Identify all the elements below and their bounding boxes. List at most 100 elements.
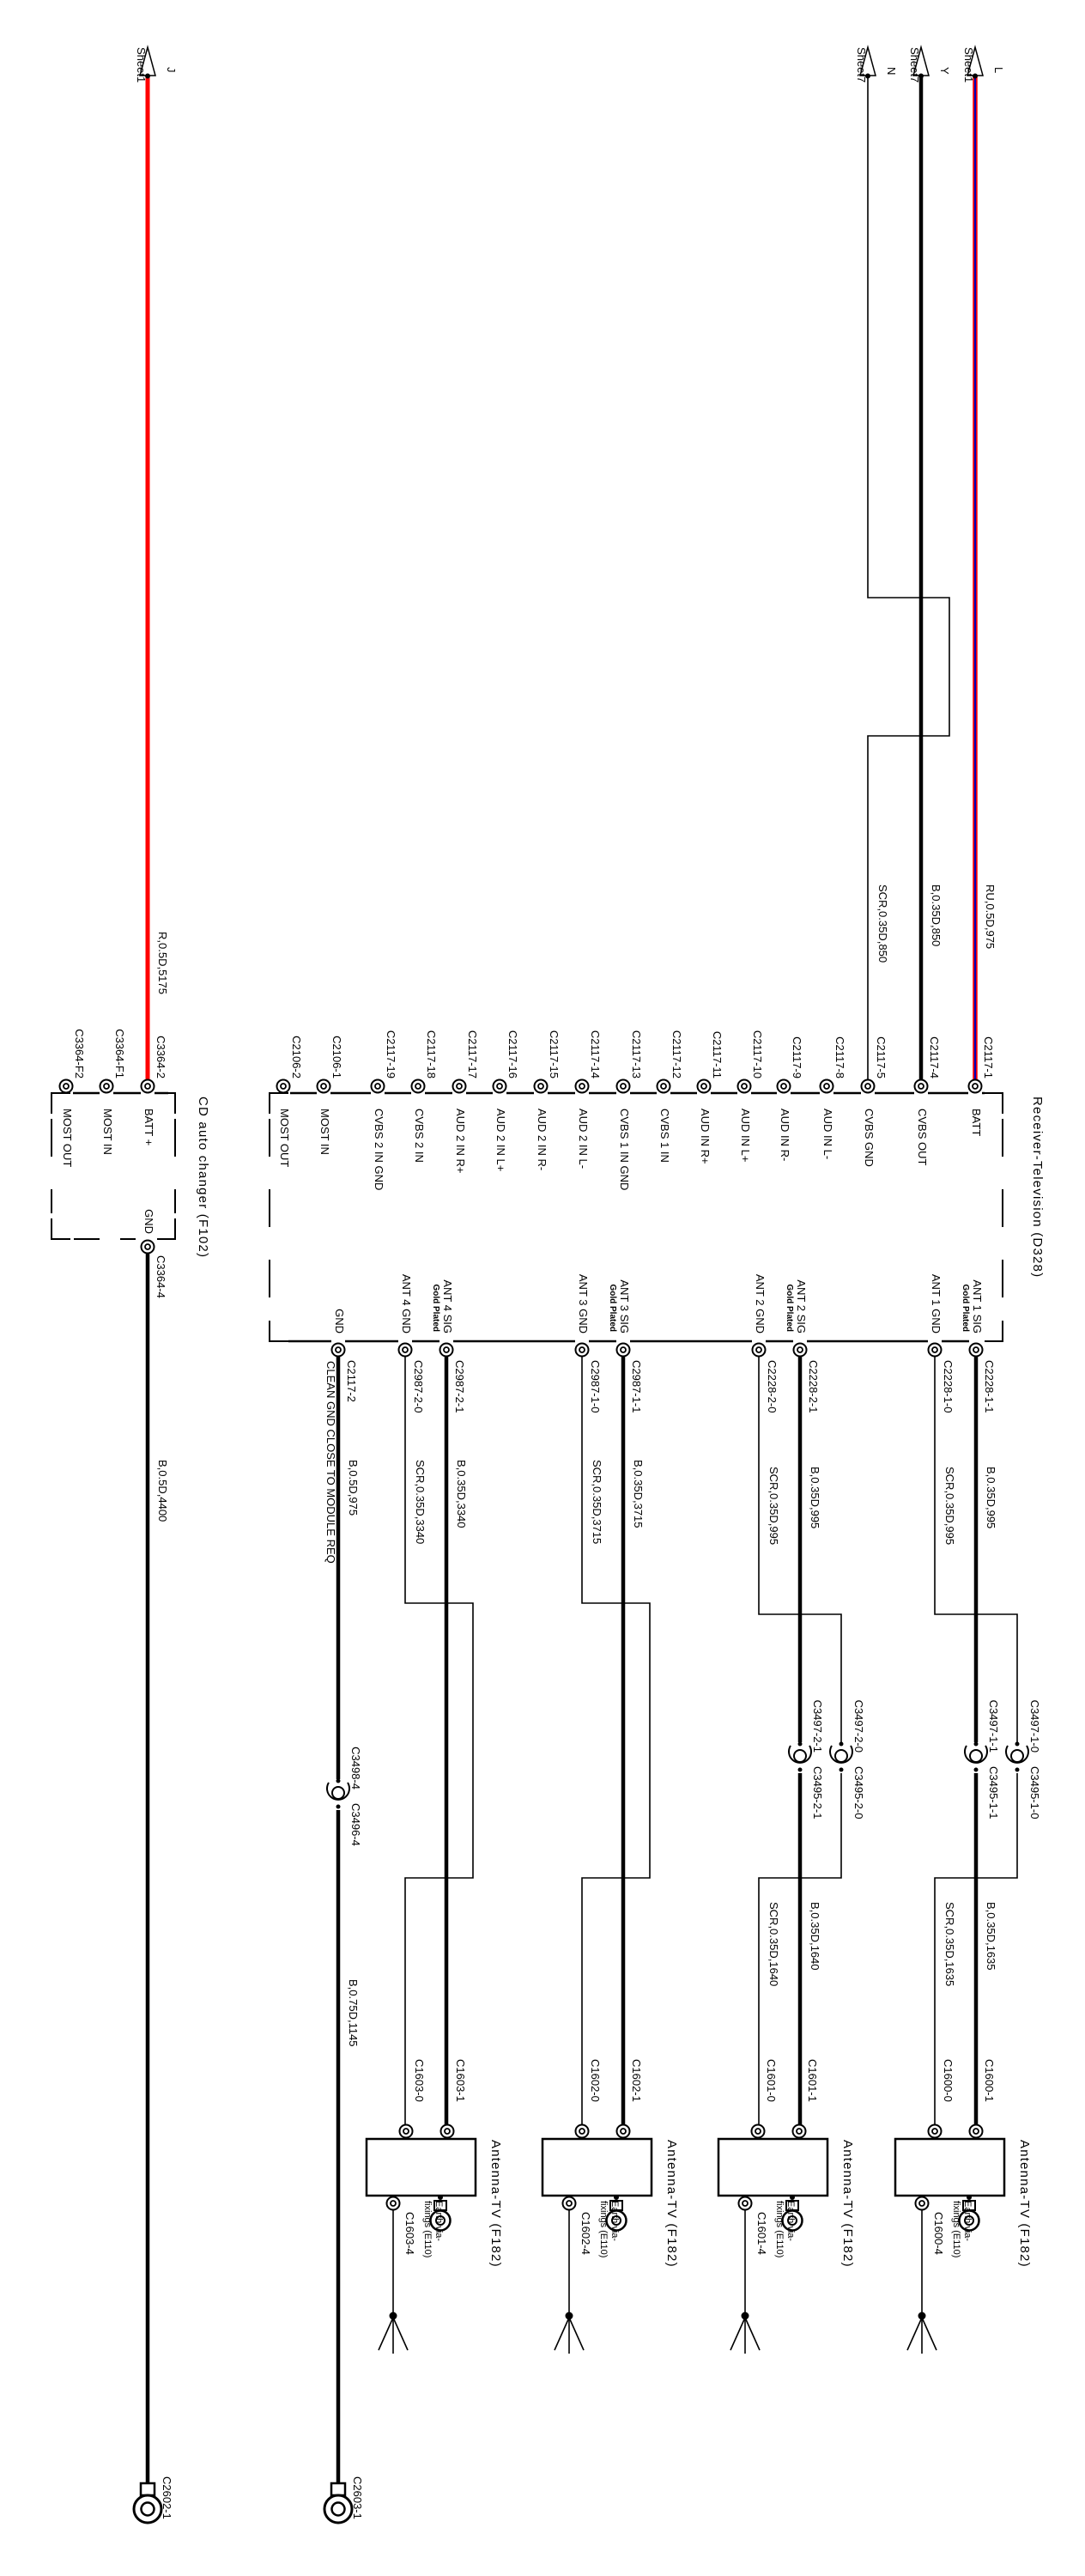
ground-terminal-stud [139, 2482, 156, 2497]
pin-label-C2117-10: C2117-10 [751, 1030, 764, 1078]
signal-label: BATT + [142, 1109, 155, 1145]
signal-label: BATT [970, 1109, 983, 1136]
pin-C2117-2-inner [335, 1346, 342, 1353]
earth-label: Earth via- [962, 2201, 973, 2241]
signal-label: MOST OUT [61, 1109, 74, 1167]
pin-C2117-10-inner [741, 1083, 748, 1090]
signal-label: CVBS 1 IN GND [618, 1109, 631, 1190]
receiver-title: Receiver-Television (D328) [1030, 1097, 1045, 1278]
signal-label: AUD IN R- [779, 1109, 791, 1161]
antenna-mast-icon [744, 2317, 761, 2351]
pin-label-C2117-1: C2117-1 [982, 1036, 995, 1078]
pin-label-C2228-2-0: C2228-2-0 [766, 1360, 779, 1413]
signal-label: MOST IN [101, 1109, 114, 1155]
signal-label: AUD IN L- [821, 1109, 834, 1159]
pin-label-C3364-4: C3364-4 [155, 1255, 167, 1298]
pin-C2987-1-1-inner [620, 1346, 627, 1353]
signal-label: ANT 3 SIG [618, 1279, 631, 1334]
antenna-mast-icon [568, 2317, 585, 2351]
pin-C1601-0-inner [755, 2128, 761, 2135]
pin-C2117-18-inner [415, 1083, 421, 1090]
inline-connector-dot [973, 1767, 979, 1772]
arrow-base-dot [918, 73, 924, 79]
wire-ant1-sig-label: B,0.35D,1635 [985, 1902, 997, 1971]
pin-C2117-5-inner [864, 1083, 871, 1090]
earth-label: fixings (E110) [951, 2201, 961, 2257]
pin-label-C2117-15: C2117-15 [548, 1030, 561, 1078]
ground-terminal-ring-inner [330, 2501, 346, 2517]
pin-C1603-1-inner [444, 2128, 451, 2135]
pin-C1603-0-inner [403, 2128, 409, 2135]
inline-connector-pin-icon [834, 1749, 848, 1763]
pin-label-C2117-9: C2117-9 [791, 1036, 803, 1078]
signal-label: AUD IN L+ [739, 1109, 752, 1163]
circuit-letter-label: N [885, 67, 898, 75]
cd-changer-box-corner [157, 1218, 176, 1240]
wire-cvbs-out-label: B,0.35D,850 [930, 884, 943, 946]
wire-ant2-sig-label: B,0.35D,1640 [809, 1902, 821, 1971]
antenna-mast-icon [554, 2317, 570, 2351]
wire-ant2-gnd [758, 1357, 842, 1742]
inline-connector-dot [1015, 1767, 1020, 1772]
inline-connector-dot [1015, 1741, 1020, 1747]
cd-changer-title: CD auto changer (F102) [196, 1097, 210, 1258]
signal-label: GND [333, 1309, 346, 1334]
pin-C2117-16-inner [496, 1083, 503, 1090]
inline-connector-dot [839, 1741, 844, 1747]
pin-C2117-19-inner [374, 1083, 381, 1090]
antenna-tv-box [365, 2137, 477, 2197]
pin-C1602-4-inner [566, 2200, 573, 2207]
antenna-mast-icon [392, 2317, 409, 2351]
earth-ring-icon-inner [435, 2215, 446, 2226]
sheet-ref-label: Sheet7 [908, 47, 921, 82]
cd-changer-box-corner [51, 1218, 70, 1240]
signal-sublabel: Gold Plated [961, 1284, 970, 1332]
pin-C1600-0-inner [931, 2128, 938, 2135]
arrow-base-dot [145, 73, 150, 79]
pin-C2117-4-inner [918, 1083, 924, 1090]
antenna-mast-icon [730, 2317, 746, 2351]
wire-ant1-sig-label: B,0.35D,995 [985, 1467, 997, 1528]
antenna-tv-title: Antenna-TV (F182) [488, 2140, 503, 2268]
inline-connector-label: C3497-1-0 [1028, 1700, 1041, 1753]
pin-label-C2987-2-0: C2987-2-0 [412, 1360, 425, 1413]
earth-label: Earth via- [433, 2201, 444, 2241]
pin-label-C1601-1: C1601-1 [806, 2059, 819, 2102]
pin-label-C1602-0: C1602-0 [589, 2059, 602, 2102]
pin-label-C1603-1: C1603-1 [454, 2059, 467, 2102]
inline-connector-pin-icon [331, 1786, 345, 1800]
ground-terminal-ring-inner [140, 2501, 155, 2517]
antenna-tv-title: Antenna-TV (F182) [664, 2140, 679, 2268]
antenna-tv-box [894, 2137, 1006, 2197]
antenna-mast-icon [378, 2317, 394, 2351]
inline-connector-label: C3497-1-1 [987, 1700, 1000, 1753]
wire-ant2-gnd-label: SCR,0.35D,1640 [767, 1902, 780, 1986]
pin-C2228-1-0-inner [931, 1346, 938, 1353]
circuit-letter-label: J [165, 67, 178, 73]
inline-connector-dot [797, 1767, 803, 1772]
inline-connector-dot [973, 1741, 979, 1747]
wire-rec-gnd-label: B,0.75D,1145 [347, 1979, 360, 2047]
cd-changer-box-corner [157, 1092, 176, 1114]
pin-C3364-F2-inner [63, 1083, 70, 1090]
pin-C2987-2-0-inner [402, 1346, 409, 1353]
signal-label: CVBS 2 IN GND [373, 1109, 385, 1190]
pin-C2117-8-inner [823, 1083, 830, 1090]
arrow-base-dot [865, 73, 870, 79]
inline-connector-label: C3495-1-1 [987, 1766, 1000, 1819]
pin-label-C1601-4: C1601-4 [755, 2212, 768, 2255]
pin-C2117-17-inner [456, 1083, 463, 1090]
signal-label: AUD 2 IN R- [536, 1109, 549, 1170]
earth-ring-icon-inner [964, 2215, 974, 2226]
earth-label: fixings (E110) [774, 2201, 785, 2257]
pin-label-C1600-1: C1600-1 [983, 2059, 996, 2102]
circuit-letter-label: Y [938, 67, 951, 75]
wire-ant1-gnd [934, 1773, 1018, 2126]
pin-label-C2228-1-0: C2228-1-0 [942, 1360, 955, 1413]
antenna-tv-title: Antenna-TV (F182) [1017, 2140, 1032, 2268]
signal-sublabel: Gold Plated [785, 1284, 794, 1332]
pin-label-C2106-1: C2106-1 [330, 1036, 343, 1078]
antenna-node-dot [741, 2312, 749, 2320]
pin-label-C2117-2: C2117-2 [345, 1360, 358, 1402]
